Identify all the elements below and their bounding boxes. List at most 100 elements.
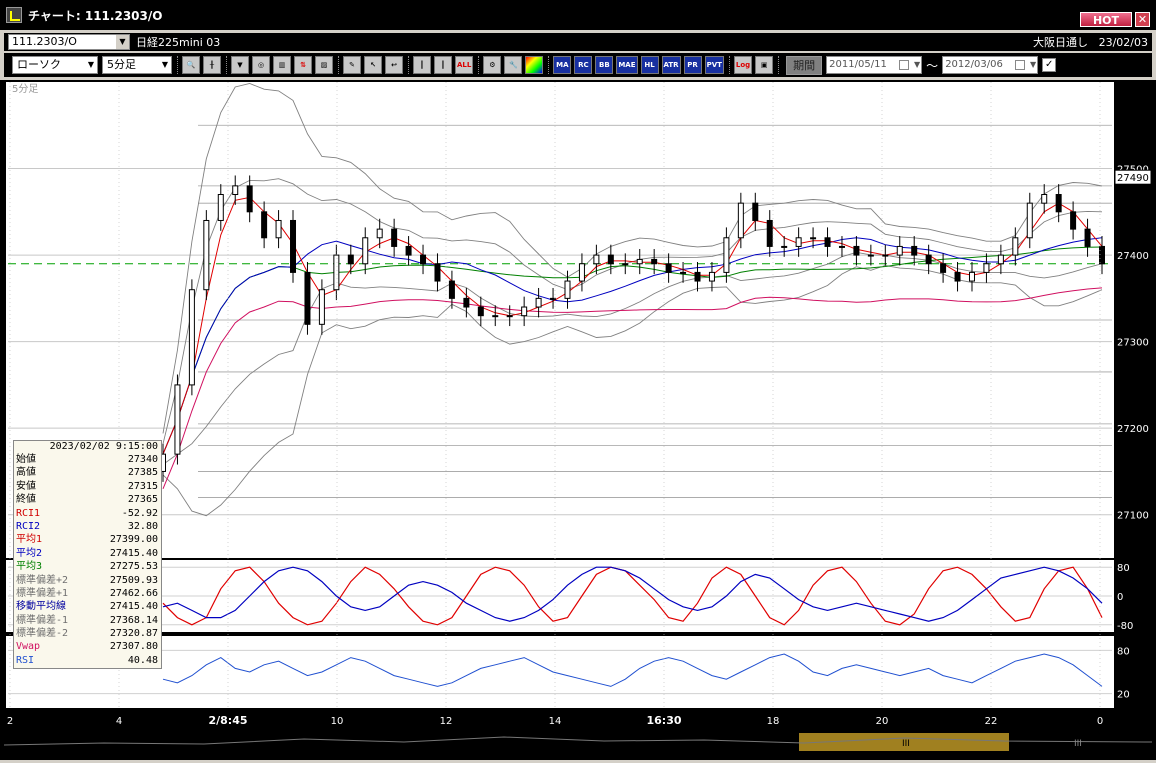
candle-body bbox=[752, 202, 759, 221]
candle-body bbox=[492, 315, 499, 318]
data-window-timestamp: 2023/02/02 9:15:00 bbox=[49, 441, 158, 452]
indicator-pvt-button[interactable]: PVT bbox=[704, 56, 724, 74]
toolbar-separator bbox=[338, 56, 340, 74]
candle-body bbox=[376, 228, 383, 239]
candle-body bbox=[810, 237, 817, 240]
candle-body bbox=[550, 297, 557, 300]
candle-body bbox=[882, 254, 889, 257]
indicator-prra-button[interactable]: PR bbox=[683, 56, 702, 74]
rsi-pane bbox=[6, 636, 1114, 708]
scroll-grip-right[interactable]: III bbox=[1074, 739, 1082, 749]
indicator-rc-button[interactable]: RC bbox=[574, 56, 593, 74]
rsi-line bbox=[162, 653, 1103, 687]
candle-body bbox=[261, 211, 268, 239]
return-arrow-icon[interactable]: ↩ bbox=[385, 56, 403, 74]
alert-icon[interactable]: ⇅ bbox=[294, 56, 312, 74]
candle-body bbox=[578, 263, 585, 282]
chart-type-select[interactable]: ローソク ▼ bbox=[12, 56, 98, 74]
overview-strip[interactable]: III III bbox=[3, 731, 1153, 753]
search-tool-icon[interactable]: ◎ bbox=[252, 56, 270, 74]
symbol-select[interactable]: 111.2303/O ▼ bbox=[8, 34, 130, 50]
calendar-icon[interactable] bbox=[1015, 60, 1026, 70]
title-bar: チャート: 111.2303/O HOT ✕ bbox=[0, 0, 1156, 30]
indicator-hl-button[interactable]: HL bbox=[640, 56, 659, 74]
scroll-thumb[interactable] bbox=[799, 733, 1009, 751]
hot-button[interactable]: HOT bbox=[1080, 12, 1132, 27]
time-tick-label: 2/8:45 bbox=[208, 714, 247, 727]
crosshair-icon[interactable]: ╂ bbox=[203, 56, 221, 74]
app-chart-icon bbox=[6, 7, 22, 23]
data-window-value: 32.80 bbox=[127, 520, 158, 532]
interval-value: 5分足 bbox=[107, 58, 136, 71]
scroll-grip[interactable]: III bbox=[902, 739, 910, 749]
candle-body bbox=[203, 219, 210, 291]
palette-icon[interactable] bbox=[525, 56, 544, 74]
indicator-ma-rc-button[interactable]: MA bbox=[553, 56, 572, 74]
candle-a-icon[interactable]: ┃ bbox=[413, 56, 431, 74]
candle-body bbox=[217, 194, 224, 221]
calendar-icon[interactable] bbox=[899, 60, 910, 70]
time-tick-label: 2 bbox=[7, 716, 13, 727]
candle-body bbox=[1055, 194, 1062, 213]
date-to-input[interactable]: 2012/03/06 ▼ bbox=[942, 56, 1039, 74]
candle-tool-icon[interactable]: ▼ bbox=[231, 56, 249, 74]
close-icon[interactable]: ✕ bbox=[1135, 12, 1150, 27]
data-window-label: RCI2 bbox=[16, 520, 41, 532]
pencil-icon[interactable]: ✎ bbox=[343, 56, 361, 74]
data-window-value: 27509.93 bbox=[109, 574, 158, 586]
candle-body bbox=[651, 258, 658, 265]
candle-body bbox=[477, 306, 484, 317]
period-button[interactable]: 期間 bbox=[786, 55, 823, 75]
chevron-down-icon[interactable]: ▼ bbox=[87, 60, 95, 69]
data-window: 2023/02/02 9:15:00 始値 27340 高値 27385 安値 27315… bbox=[13, 440, 162, 669]
toolbar: ローソク ▼ 5分足 ▼ 🔍 ╂ ▼ ◎ ▥ ⇅ ▨ ✎ ↖ ↩ ┃ ┃ ALL ⚙… bbox=[4, 53, 1152, 77]
price-chart[interactable]: 2710027200273002740027500274905分足800-808… bbox=[0, 80, 1156, 760]
all-icon[interactable]: ALL bbox=[455, 56, 474, 74]
candle-body bbox=[246, 185, 253, 213]
disabled-tool-icon[interactable]: ▨ bbox=[315, 56, 333, 74]
chevron-down-icon[interactable]: ▼ bbox=[914, 60, 921, 69]
candle-body bbox=[824, 237, 831, 247]
zoom-icon[interactable]: 🔍 bbox=[182, 56, 200, 74]
current-date: 23/02/03 bbox=[1098, 35, 1148, 49]
candle-body bbox=[925, 254, 932, 265]
interval-select[interactable]: 5分足 ▼ bbox=[102, 56, 172, 74]
log-button[interactable]: Log bbox=[733, 56, 753, 74]
indicator-atr-button[interactable]: ATR bbox=[661, 56, 681, 74]
candle-body bbox=[564, 280, 571, 299]
date-from-input[interactable]: 2011/05/11 ▼ bbox=[826, 56, 923, 74]
data-window-label: 始値 bbox=[16, 454, 36, 465]
indicator-bb-button[interactable]: BB bbox=[595, 56, 614, 74]
candle-body bbox=[1041, 194, 1048, 204]
rci-tick-label: -80 bbox=[1117, 621, 1133, 632]
data-window-value: 27368.14 bbox=[109, 614, 158, 626]
bar-tool-icon[interactable]: ▥ bbox=[273, 56, 291, 74]
export-icon[interactable]: ▣ bbox=[755, 56, 774, 74]
candle-body bbox=[347, 254, 354, 265]
session-label: 大阪日通し bbox=[1033, 36, 1088, 49]
current-price-label: 27490 bbox=[1117, 173, 1149, 184]
candle-body bbox=[304, 271, 311, 325]
data-window-value: 27307.80 bbox=[109, 641, 158, 653]
chart-area[interactable]: 2710027200273002740027500274905分足800-808… bbox=[0, 80, 1156, 760]
candle-b-icon[interactable]: ┃ bbox=[434, 56, 452, 74]
chart-scrollbar[interactable]: III III bbox=[3, 731, 1153, 753]
chevron-down-icon[interactable]: ▼ bbox=[1030, 60, 1037, 69]
candle-body bbox=[680, 271, 687, 274]
chevron-down-icon[interactable]: ▼ bbox=[161, 60, 169, 69]
arrow-tool-icon[interactable]: ↖ bbox=[364, 56, 382, 74]
data-window-label: 平均2 bbox=[16, 547, 43, 559]
candle-body bbox=[607, 254, 614, 265]
candle-body bbox=[838, 245, 845, 248]
data-window-label: 安値 bbox=[16, 480, 36, 492]
settings-icon[interactable]: ⚙ bbox=[483, 56, 502, 74]
candle-body bbox=[275, 219, 282, 239]
candle-body bbox=[968, 271, 975, 282]
data-window-label: 標準偏差+1 bbox=[16, 587, 69, 599]
wrench-icon[interactable]: 🔧 bbox=[504, 56, 523, 74]
chevron-down-icon[interactable]: ▼ bbox=[116, 35, 129, 49]
period-checkbox[interactable]: ✓ bbox=[1042, 58, 1057, 72]
bollinger-band-line bbox=[162, 83, 1103, 434]
rci1-line bbox=[162, 566, 1103, 626]
indicator-mae-button[interactable]: MAE bbox=[616, 56, 638, 74]
